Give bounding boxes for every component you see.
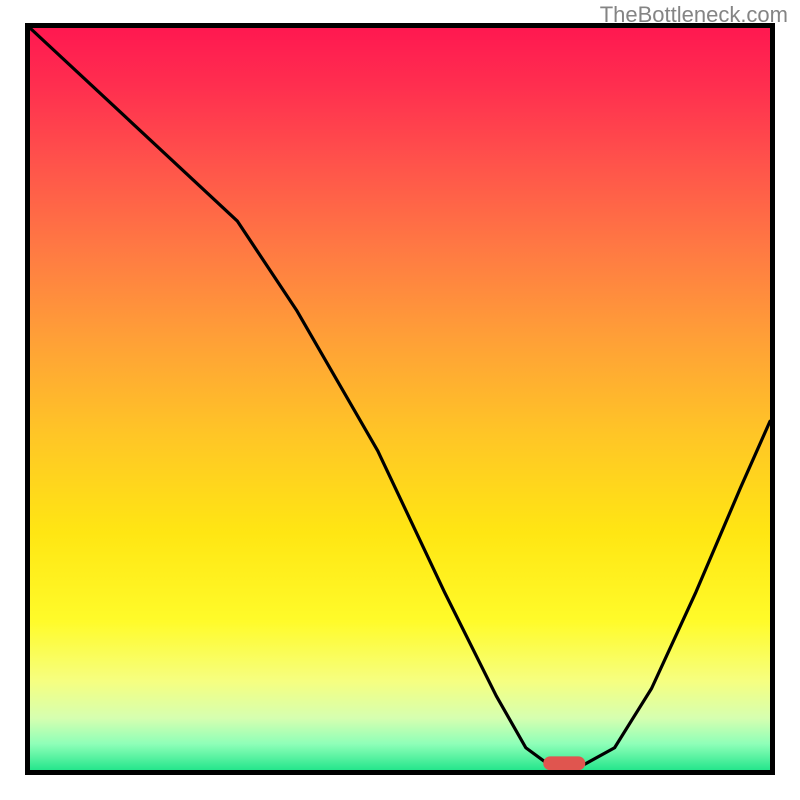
optimal-marker [543,756,585,770]
watermark-text: TheBottleneck.com [600,2,788,28]
bottleneck-chart [0,0,800,800]
gradient-background [30,28,770,770]
